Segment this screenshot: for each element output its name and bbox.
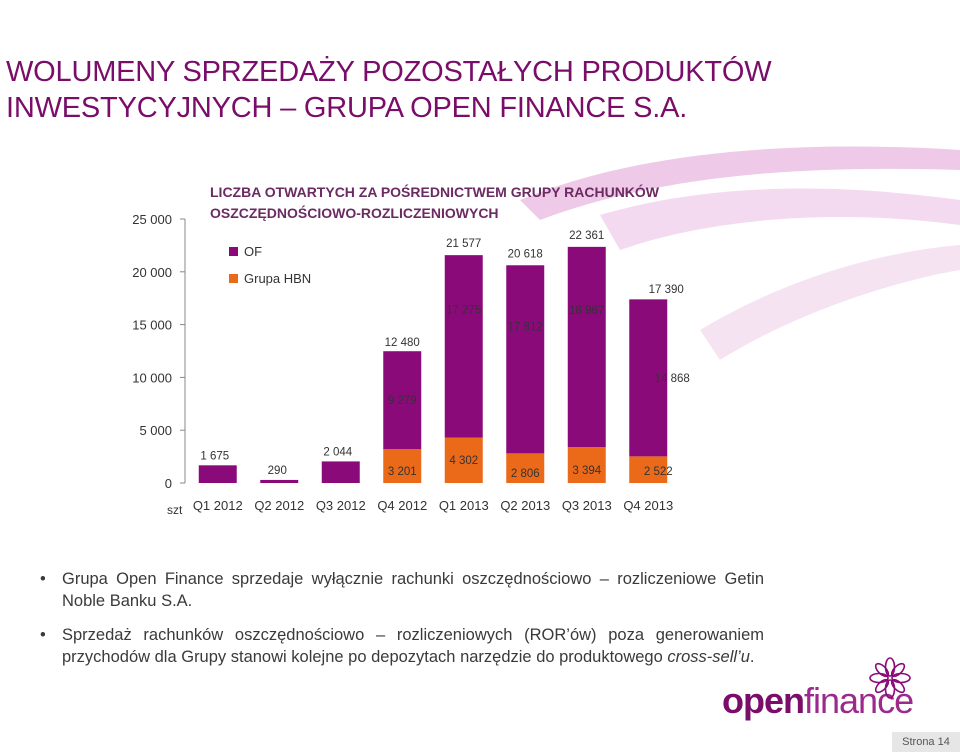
x-tick-label: Q4 2013: [623, 498, 673, 513]
slide-title-line2: INWESTYCYJNYCH – GRUPA OPEN FINANCE S.A.: [6, 92, 688, 124]
data-label-total: 21 577: [446, 238, 481, 250]
bar-of: [260, 479, 299, 483]
data-label-of: 17 275: [446, 304, 481, 316]
legend-label-of: OF: [244, 244, 262, 259]
data-label-grupa-hbn: 4 302: [449, 455, 478, 467]
bars: [198, 246, 668, 483]
bullet-dot-icon: •: [40, 626, 46, 644]
y-tick-label: 20 000: [132, 265, 172, 280]
legend-swatch-hbn: [229, 274, 238, 283]
data-label-of: 17 812: [508, 321, 543, 333]
x-tick-label: Q1 2012: [193, 498, 243, 513]
data-label-grupa-hbn: 3 394: [572, 465, 601, 477]
data-label-of: 9 279: [388, 395, 417, 407]
bullet-list: • Grupa Open Finance sprzedaje wyłącznie…: [40, 568, 764, 680]
bar-of: [567, 246, 606, 448]
data-label-grupa-hbn: 2 522: [644, 466, 673, 478]
y-axis: 0 5 000 10 000 15 000 20 000 25 000: [132, 212, 186, 491]
data-label-total: 12 480: [385, 337, 420, 349]
data-label-total: 17 390: [649, 284, 684, 296]
x-tick-label: Q4 2012: [377, 498, 427, 513]
data-label-grupa-hbn: 3 201: [388, 466, 417, 478]
bullet-item: • Sprzedaż rachunków oszczędnościowo – r…: [40, 624, 764, 668]
x-tick-label: Q1 2013: [439, 498, 489, 513]
bar-of: [321, 461, 360, 483]
data-label-of: 14 868: [655, 373, 690, 385]
bar-of: [506, 265, 545, 454]
y-tick-label: 5 000: [139, 423, 172, 438]
x-tick-label: Q2 2012: [254, 498, 304, 513]
unit-label: szt: [167, 503, 183, 517]
stacked-bar-chart: 0 5 000 10 000 15 000 20 000 25 000 1 675 290 2…: [132, 183, 690, 517]
chart-title-line2: OSZCZĘDNOŚCIOWO-ROZLICZENIOWYCH: [210, 204, 499, 221]
logo-wordmark: openfinance: [722, 680, 914, 721]
x-axis-labels: Q1 2012 Q2 2012 Q3 2012 Q4 2012 Q1 2013 Q2 20…: [193, 498, 673, 513]
chart-title-line1: LICZBA OTWARTYCH ZA POŚREDNICTWEM GRUPY …: [210, 183, 660, 200]
bar-grupa-hbn: [567, 447, 606, 483]
flower-icon: [869, 657, 911, 699]
bullet-item: • Grupa Open Finance sprzedaje wyłącznie…: [40, 568, 764, 612]
bar-grupa-hbn: [444, 437, 483, 483]
legend-swatch-of: [229, 247, 238, 256]
data-label-of: 18 967: [569, 305, 604, 317]
x-tick-label: Q2 2013: [500, 498, 550, 513]
bar-of: [629, 299, 668, 457]
bullet-text: Sprzedaż rachunków oszczędnościowo – roz…: [62, 626, 764, 666]
bar-of: [383, 351, 422, 450]
y-tick-label: 10 000: [132, 370, 172, 385]
bar-grupa-hbn: [506, 453, 545, 483]
data-label-of: 1 675: [200, 450, 229, 462]
bar-of: [198, 465, 237, 483]
legend: OF Grupa HBN: [229, 244, 311, 286]
data-label-total: 20 618: [508, 248, 543, 260]
page-number: Strona 14: [892, 732, 960, 752]
open-finance-logo: openfinance: [718, 656, 918, 726]
bullet-text: Grupa Open Finance sprzedaje wyłącznie r…: [62, 570, 764, 610]
data-label-of: 2 044: [323, 446, 352, 458]
bar-of: [444, 255, 483, 438]
bullet-dot-icon: •: [40, 570, 46, 588]
bar-grupa-hbn: [629, 456, 668, 483]
y-tick-label: 15 000: [132, 318, 172, 333]
slide-title-line1: WOLUMENY SPRZEDAŻY POZOSTAŁYCH PRODUKTÓW: [6, 56, 772, 88]
y-tick-label: 25 000: [132, 212, 172, 227]
x-tick-label: Q3 2012: [316, 498, 366, 513]
bar-grupa-hbn: [383, 449, 422, 483]
data-label-total: 22 361: [569, 230, 604, 242]
slide-title: WOLUMENY SPRZEDAŻY POZOSTAŁYCH PRODUKTÓW…: [6, 54, 906, 126]
data-label-of: 290: [268, 465, 287, 477]
legend-label-hbn: Grupa HBN: [244, 271, 311, 286]
y-tick-label: 0: [165, 476, 172, 491]
data-label-grupa-hbn: 2 806: [511, 468, 540, 480]
x-tick-label: Q3 2013: [562, 498, 612, 513]
value-labels: 1 675 290 2 044 9 279 3 201 12 480 17 275 4 302…: [200, 230, 689, 480]
